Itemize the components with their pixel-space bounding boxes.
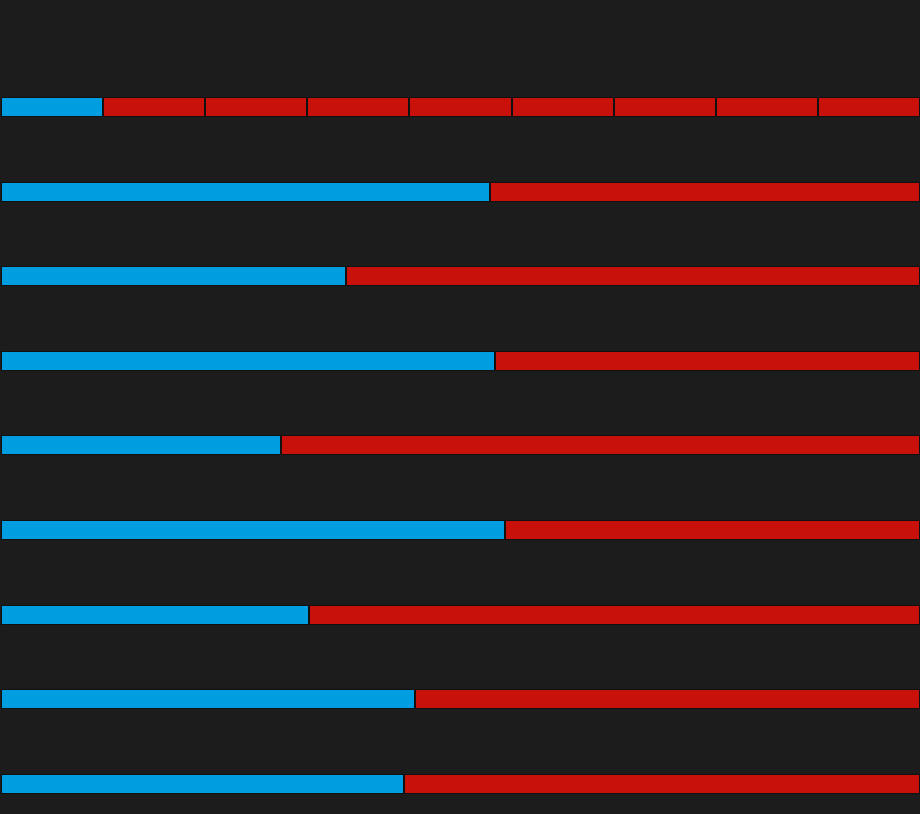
progress-bar-red-segment	[495, 351, 920, 371]
progress-bar	[1, 435, 920, 455]
progress-bar-red-segment	[512, 97, 614, 117]
progress-bar-red-segment	[415, 689, 920, 709]
progress-bar-red-segment	[505, 520, 920, 540]
progress-bar-red-segment	[716, 97, 818, 117]
progress-bar-red-segment	[614, 97, 716, 117]
progress-bar-red-segment	[346, 266, 920, 286]
progress-bar	[1, 351, 920, 371]
progress-bar	[1, 774, 920, 794]
progress-bar	[1, 97, 920, 117]
progress-bar-blue-segment	[1, 520, 505, 540]
progress-bar-red-segment	[103, 97, 205, 117]
progress-bar	[1, 605, 920, 625]
progress-bar	[1, 689, 920, 709]
progress-bar	[1, 182, 920, 202]
progress-bar	[1, 520, 920, 540]
progress-bar-red-segment	[490, 182, 920, 202]
progress-bar-blue-segment	[1, 435, 281, 455]
progress-bar-red-segment	[818, 97, 920, 117]
progress-bar-blue-segment	[1, 351, 495, 371]
progress-bar-red-segment	[404, 774, 920, 794]
progress-bar	[1, 266, 920, 286]
progress-bar-red-segment	[205, 97, 307, 117]
progress-bar-blue-segment	[1, 605, 309, 625]
progress-bar-blue-segment	[1, 774, 404, 794]
progress-bar-red-segment	[281, 435, 920, 455]
progress-bar-blue-segment	[1, 689, 415, 709]
progress-bar-red-segment	[309, 605, 920, 625]
progress-bar-blue-segment	[1, 182, 490, 202]
progress-bar-blue-segment	[1, 266, 346, 286]
progress-bar-red-segment	[409, 97, 511, 117]
progress-bar-red-segment	[307, 97, 409, 117]
progress-bar-blue-segment	[1, 97, 103, 117]
